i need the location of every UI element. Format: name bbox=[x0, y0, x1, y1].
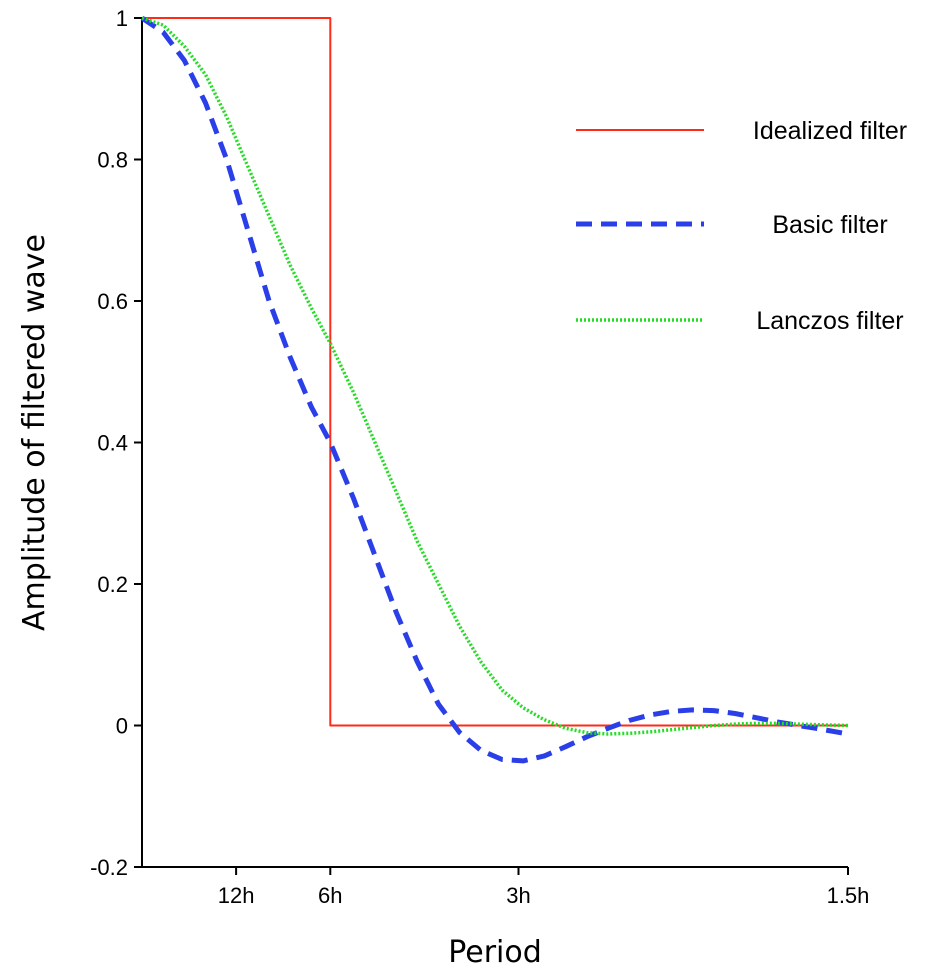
series-lines bbox=[140, 15, 849, 764]
y-tick-label: 0 bbox=[116, 714, 128, 739]
y-tick-label: 0.2 bbox=[97, 572, 128, 597]
y-tick-label: -0.2 bbox=[90, 855, 128, 880]
y-tick-label: 0.8 bbox=[97, 148, 128, 173]
y-tick-label: 0.6 bbox=[97, 289, 128, 314]
legend: Idealized filter Basic filter Lanczos filt… bbox=[576, 117, 907, 335]
legend-label: Lanczos filter bbox=[756, 307, 903, 335]
x-tick-label: 1.5h bbox=[827, 883, 870, 908]
series-line-lanczos-filter bbox=[141, 16, 849, 736]
plot-area: 1 0.8 0.6 0.4 0.2 0 -0.2 12h 6h 3h 1.5h bbox=[90, 6, 869, 908]
x-tick-label: 12h bbox=[218, 883, 255, 908]
y-axis-title: Amplitude of filtered wave bbox=[17, 234, 52, 631]
legend-label: Basic filter bbox=[772, 211, 887, 239]
x-tick-label: 6h bbox=[318, 883, 342, 908]
series-line-basic-filter bbox=[140, 15, 849, 764]
series-line-idealized-filter bbox=[142, 17, 848, 727]
x-axis-title: Period bbox=[448, 935, 542, 970]
x-tick-label: 3h bbox=[506, 883, 530, 908]
y-tick-label: 0.4 bbox=[97, 431, 128, 456]
y-tick-label: 1 bbox=[116, 6, 128, 31]
legend-label: Idealized filter bbox=[753, 117, 907, 145]
x-axis-ticks: 12h 6h 3h 1.5h bbox=[218, 867, 870, 908]
y-axis-ticks: 1 0.8 0.6 0.4 0.2 0 -0.2 bbox=[90, 6, 142, 880]
